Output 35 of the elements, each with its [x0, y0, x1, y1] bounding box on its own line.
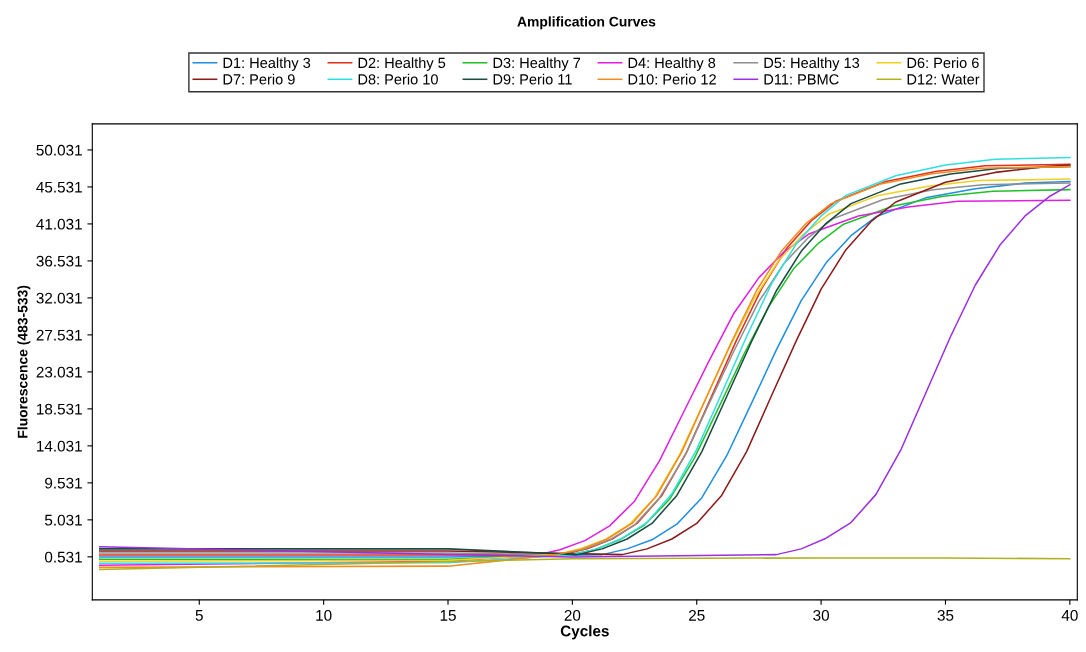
y-tick-label: 45.531: [36, 181, 82, 193]
x-tick-label: 10: [316, 609, 332, 621]
x-axis-title: Cycles: [560, 625, 609, 640]
y-tick-label: 27.531: [36, 329, 82, 341]
y-tick-label: 18.531: [37, 403, 82, 415]
x-tick-label: 30: [813, 609, 830, 621]
x-tick-label: 15: [440, 610, 456, 621]
y-tick-label: 50.031: [36, 144, 82, 156]
y-tick-label: 32.031: [36, 292, 82, 304]
y-axis-title: Fluorescence (483-533): [17, 285, 31, 438]
legend-label: D7: Perio 9: [223, 73, 295, 85]
legend-label: D3: Healthy 7: [493, 57, 581, 71]
legend-label: D6: Perio 6: [907, 57, 979, 69]
legend-label: D2: Healthy 5: [358, 57, 446, 71]
legend-label: D9: Perio 11: [493, 73, 572, 85]
legend-label: D1: Healthy 3: [223, 57, 311, 71]
chart-title: Amplification Curves: [517, 16, 656, 30]
legend-label: D12: Water: [907, 74, 980, 85]
legend-label: D10: Perio 12: [628, 73, 716, 85]
y-tick-label: 9.531: [45, 477, 82, 489]
legend-label: D8: Perio 10: [358, 73, 438, 85]
x-tick-label: 20: [564, 609, 581, 621]
x-tick-label: 25: [689, 609, 705, 621]
x-tick-label: 5: [195, 610, 203, 621]
legend-label: D11: PBMC: [764, 74, 839, 85]
legend-label: D4: Healthy 8: [628, 57, 716, 71]
y-tick-label: 5.031: [44, 514, 82, 526]
y-tick-label: 23.031: [36, 366, 82, 378]
x-tick-label: 40: [1061, 609, 1078, 621]
legend-label: D5: Healthy 13: [764, 57, 860, 71]
y-tick-label: 0.531: [44, 551, 82, 563]
y-tick-label: 41.031: [36, 218, 82, 230]
y-tick-label: 14.031: [37, 440, 82, 452]
y-tick-label: 36.531: [36, 255, 82, 267]
x-tick-label: 35: [937, 609, 954, 621]
